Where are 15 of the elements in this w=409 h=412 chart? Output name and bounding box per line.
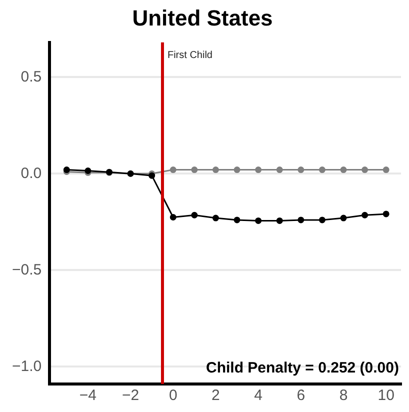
y-tick-label: −1.0 [12, 358, 42, 375]
annotation: Child Penalty = 0.252 (0.00) [206, 360, 399, 377]
y-tick-label: 0.0 [20, 164, 42, 182]
x-tick-label: −4 [79, 387, 96, 404]
x-tick-label: 6 [296, 387, 306, 404]
x-tick-label: 8 [339, 387, 348, 404]
y-tick-label: −0.5 [12, 261, 42, 278]
x-tick-label: 10 [378, 387, 394, 404]
x-tick-label: −2 [122, 387, 140, 404]
y-tick-label: 0.5 [20, 68, 42, 86]
x-tick-label: 4 [254, 387, 262, 404]
x-tick-label: 0 [168, 387, 178, 404]
chart-title: United States [132, 5, 273, 30]
x-tick-label: 2 [212, 387, 220, 404]
ref-line-label: First Child [167, 50, 212, 62]
